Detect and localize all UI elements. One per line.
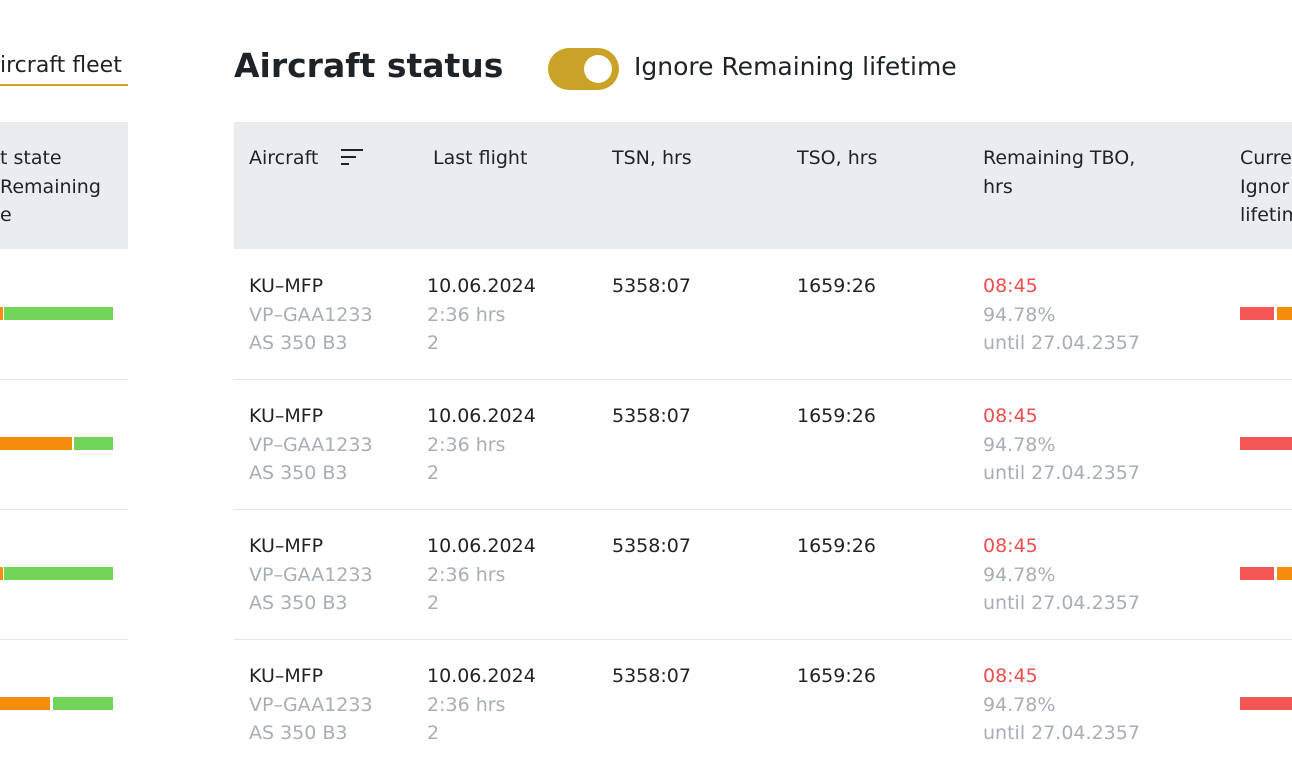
aircraft-cell: AS 350 B3: [249, 722, 348, 744]
bar-segment: [0, 697, 50, 710]
aircraft-cell: AS 350 B3: [249, 462, 348, 484]
column-header: Ignor: [1240, 175, 1290, 198]
aircraft-cell: KU–MFP: [249, 275, 324, 297]
column-header: Curre: [1240, 147, 1292, 169]
remaining-cell: 94.78%: [983, 563, 1056, 586]
last-flight-cell: 2: [427, 722, 440, 744]
aircraft-cell: VP–GAA1233: [249, 563, 373, 586]
last-flight-cell: 2: [427, 592, 440, 614]
bar-segment: [0, 307, 3, 320]
last-flight-cell: 2:36 hrs: [427, 563, 506, 586]
last-flight-cell: 10.06.2024: [427, 405, 536, 427]
aircraft-cell: AS 350 B3: [249, 332, 348, 354]
bar-segment: [74, 437, 113, 450]
tsn-cell: 5358:07: [612, 665, 691, 687]
tso-cell: 1659:26: [797, 405, 876, 427]
aircraft-cell: VP–GAA1233: [249, 303, 373, 326]
tab-underline: [0, 84, 128, 86]
remaining-cell: until 27.04.2357: [983, 332, 1140, 354]
aircraft-cell: KU–MFP: [249, 535, 324, 557]
bar-segment: [1277, 307, 1292, 320]
bar-segment: [4, 307, 113, 320]
tso-cell: 1659:26: [797, 665, 876, 687]
bar-segment: [0, 437, 72, 450]
column-header: TSN, hrs: [612, 147, 692, 169]
row-divider: [0, 379, 128, 380]
remaining-cell: until 27.04.2357: [983, 462, 1140, 484]
last-flight-cell: 2:36 hrs: [427, 433, 506, 456]
row-divider: [234, 639, 1292, 640]
column-header: Remaining TBO, hrs: [983, 147, 1136, 198]
bar-segment: [53, 697, 113, 710]
row-divider: [0, 509, 128, 510]
remaining-cell: 08:45: [983, 405, 1038, 427]
aircraft-cell: VP–GAA1233: [249, 433, 373, 456]
last-flight-cell: 2:36 hrs: [427, 303, 506, 326]
left-header-text: Remaining: [0, 175, 101, 198]
toggle[interactable]: [548, 48, 619, 90]
aircraft-cell: KU–MFP: [249, 665, 324, 687]
tso-cell: 1659:26: [797, 275, 876, 297]
remaining-cell: 94.78%: [983, 433, 1056, 456]
column-header: lifetim: [1240, 204, 1292, 226]
row-divider: [234, 509, 1292, 510]
last-flight-cell: 10.06.2024: [427, 665, 536, 687]
last-flight-cell: 2:36 hrs: [427, 693, 506, 716]
row-divider: [234, 379, 1292, 380]
header-bg: [234, 122, 1292, 249]
bar-segment: [0, 567, 3, 580]
tso-cell: 1659:26: [797, 535, 876, 557]
column-header: Aircraft: [249, 147, 319, 169]
last-flight-cell: 10.06.2024: [427, 535, 536, 557]
bar-segment: [1240, 697, 1292, 710]
remaining-cell: 08:45: [983, 665, 1038, 687]
remaining-cell: 94.78%: [983, 693, 1056, 716]
toggle-knob: [584, 55, 612, 83]
aircraft-cell: KU–MFP: [249, 405, 324, 427]
left-header-bg: [0, 122, 128, 249]
page-title: Aircraft status: [234, 46, 504, 85]
sort-icon[interactable]: [340, 148, 364, 166]
column-header: TSO, hrs: [797, 147, 878, 169]
remaining-cell: 08:45: [983, 535, 1038, 557]
last-flight-cell: 2: [427, 332, 440, 354]
remaining-cell: 08:45: [983, 275, 1038, 297]
fleet-tab[interactable]: ircraft fleet: [0, 53, 122, 78]
aircraft-cell: VP–GAA1233: [249, 693, 373, 716]
bar-segment: [1240, 567, 1274, 580]
tsn-cell: 5358:07: [612, 535, 691, 557]
toggle-label[interactable]: Ignore Remaining lifetime: [634, 52, 957, 81]
tsn-cell: 5358:07: [612, 275, 691, 297]
tsn-cell: 5358:07: [612, 405, 691, 427]
remaining-cell: 94.78%: [983, 303, 1056, 326]
bar-segment: [1240, 307, 1274, 320]
column-header: Last flight: [433, 147, 528, 169]
left-header-text: t state: [0, 147, 62, 169]
last-flight-cell: 2: [427, 462, 440, 484]
bar-segment: [1240, 437, 1292, 450]
bar-segment: [4, 567, 113, 580]
bar-segment: [1277, 567, 1292, 580]
remaining-cell: until 27.04.2357: [983, 722, 1140, 744]
row-divider: [0, 639, 128, 640]
remaining-cell: until 27.04.2357: [983, 592, 1140, 614]
left-header-text: e: [0, 204, 12, 226]
aircraft-cell: AS 350 B3: [249, 592, 348, 614]
last-flight-cell: 10.06.2024: [427, 275, 536, 297]
